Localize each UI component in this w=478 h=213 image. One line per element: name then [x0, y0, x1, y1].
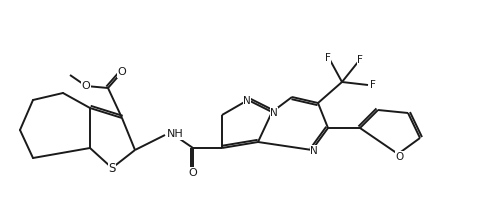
- Text: N: N: [270, 108, 278, 118]
- Text: NH: NH: [167, 129, 184, 139]
- Text: O: O: [82, 81, 90, 91]
- Text: F: F: [370, 80, 376, 90]
- Text: F: F: [357, 55, 363, 65]
- Text: O: O: [118, 67, 126, 77]
- Text: F: F: [325, 53, 331, 63]
- Text: N: N: [310, 146, 318, 156]
- Text: S: S: [109, 161, 116, 174]
- Text: O: O: [396, 152, 404, 162]
- Text: N: N: [243, 96, 251, 106]
- Text: O: O: [189, 168, 197, 178]
